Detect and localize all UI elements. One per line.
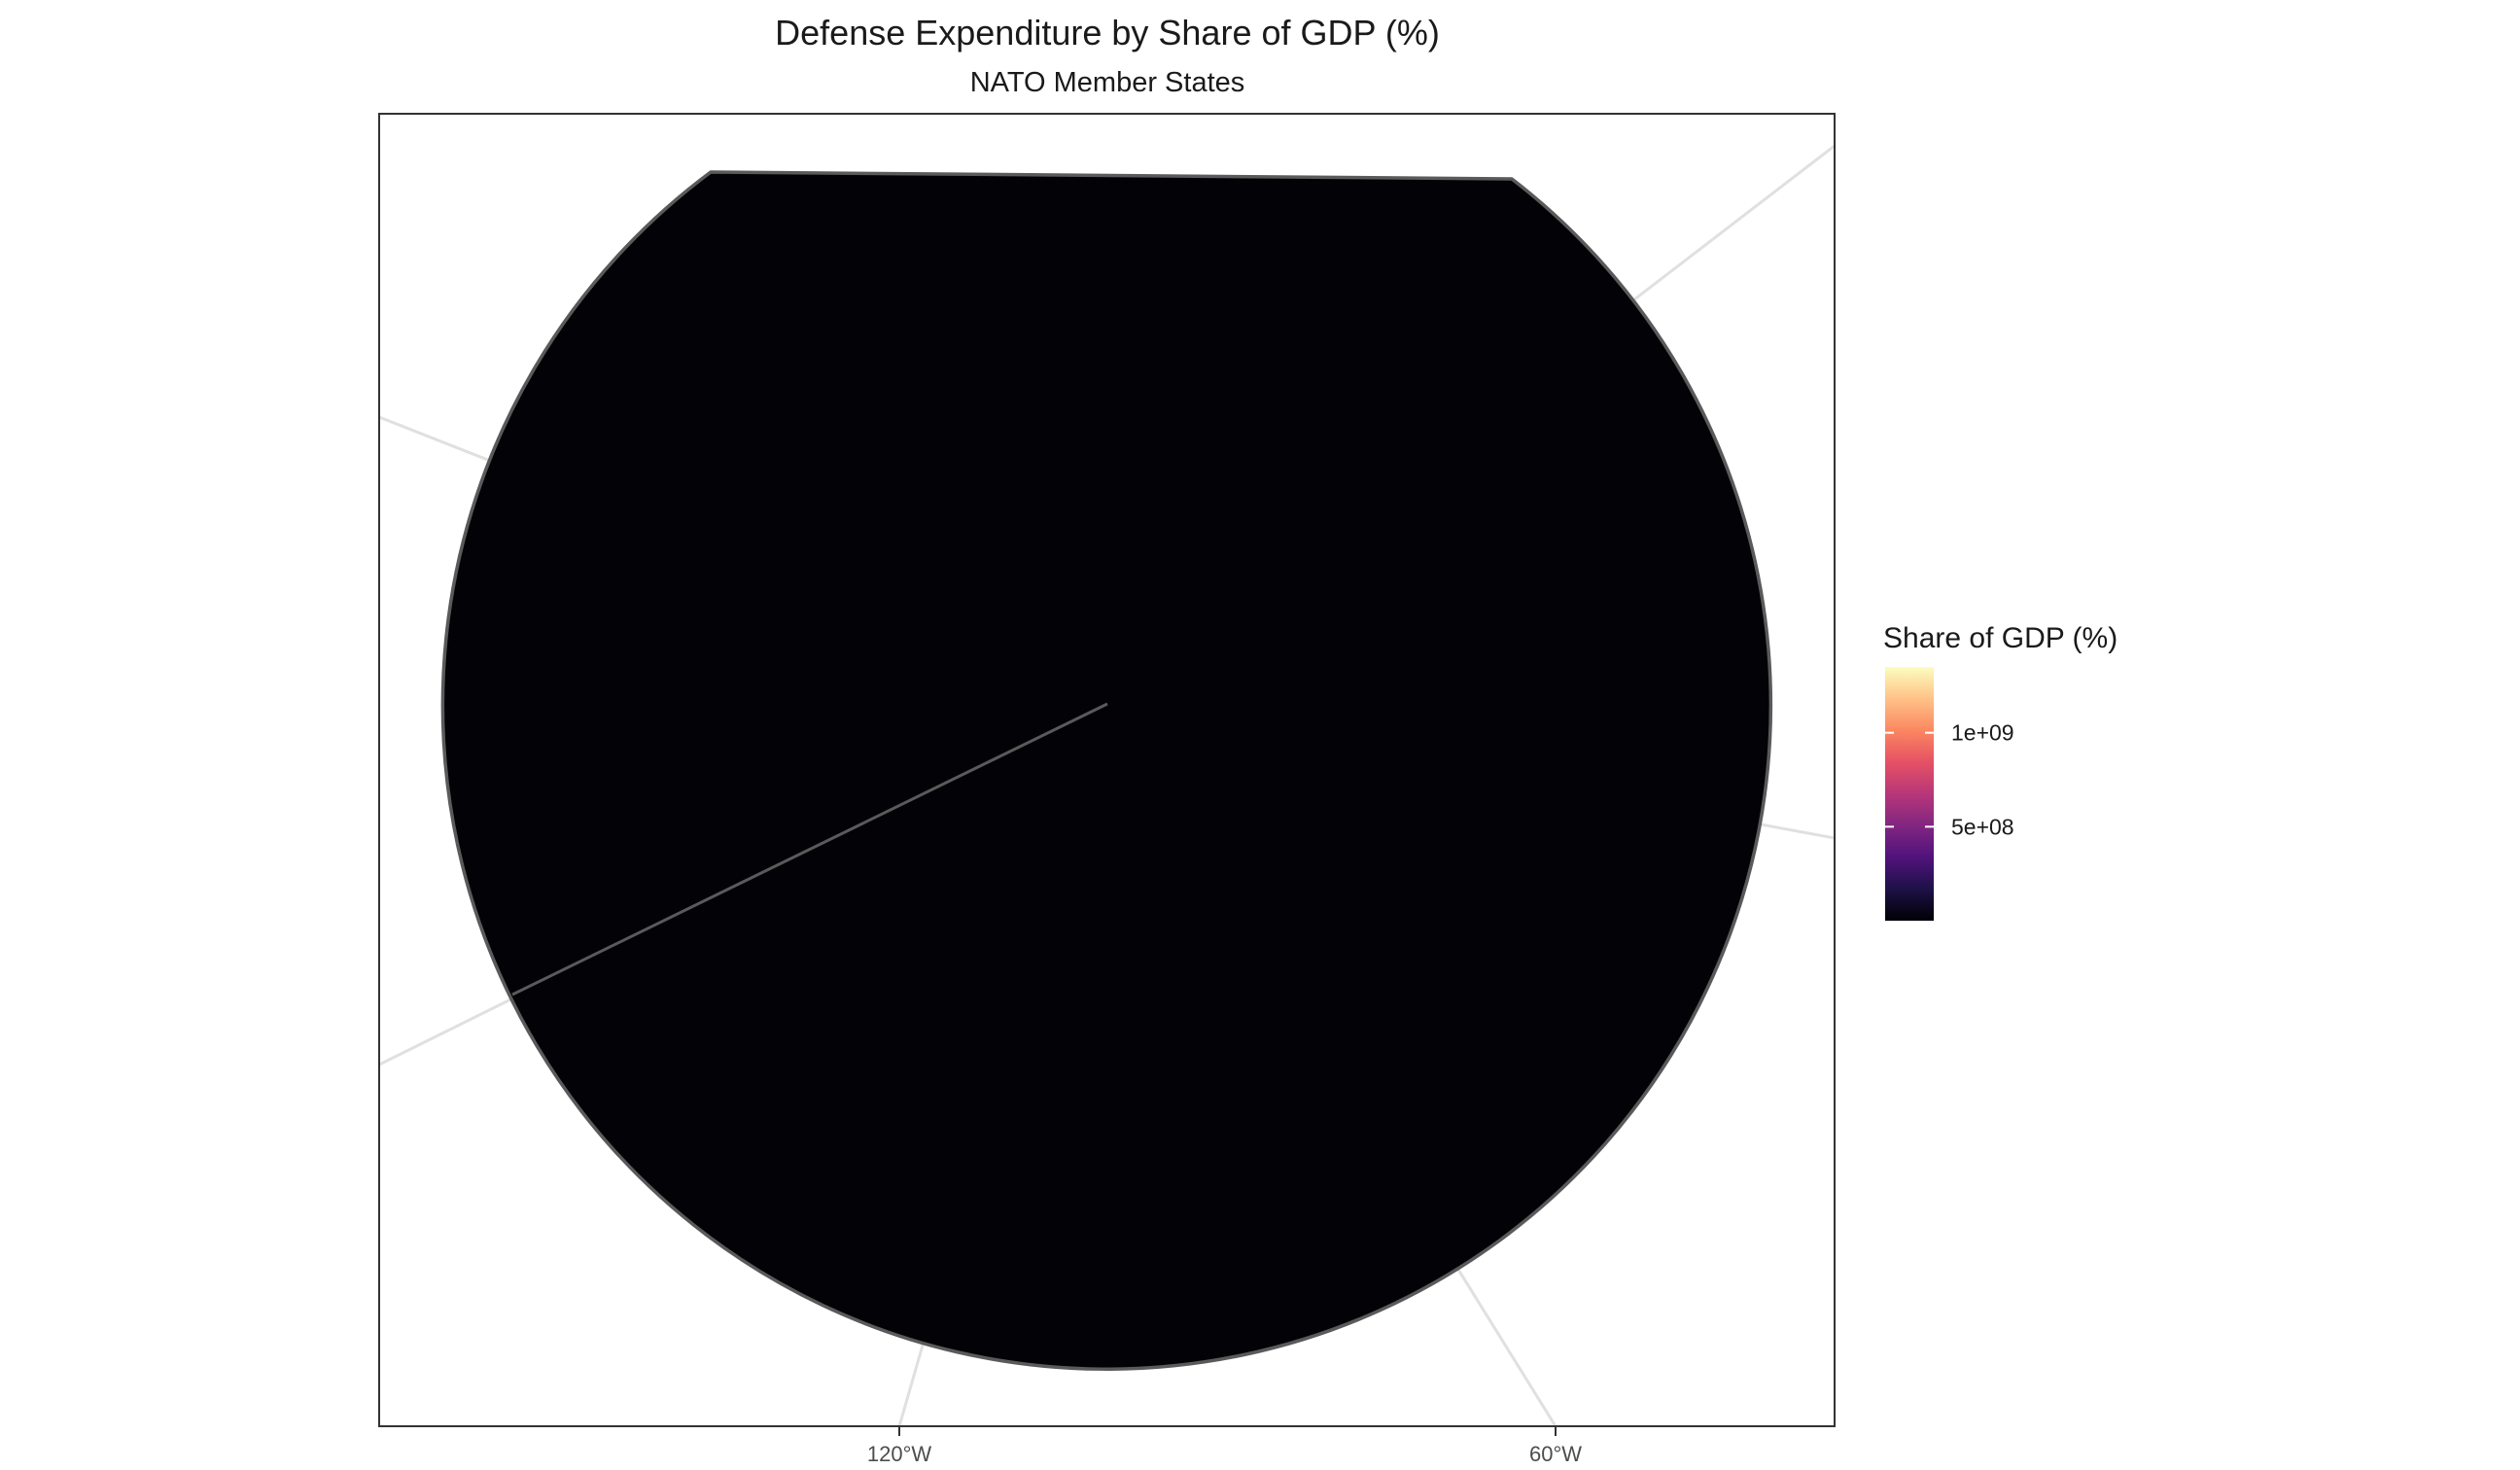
legend-title: Share of GDP (%) [1883, 622, 2118, 654]
region-polygon [440, 170, 1773, 1371]
x-tick-label: 120°W [867, 1442, 932, 1466]
x-axis: 120°W 60°W [867, 1426, 1582, 1466]
legend-ticks: 5e+08 1e+09 [1885, 720, 2014, 839]
legend: Share of GDP (%) 5e+08 1e+09 [1883, 622, 2118, 921]
region-seam-line [511, 702, 1108, 997]
panel-border [378, 113, 1836, 1427]
legend-tick-label: 5e+08 [1951, 814, 2014, 839]
legend-colorbar [1885, 667, 1934, 921]
chart-title: Defense Expenditure by Share of GDP (%) [775, 13, 1440, 52]
x-tick-label: 60°W [1529, 1442, 1582, 1466]
legend-tick-label: 1e+09 [1951, 720, 2014, 746]
map-panel [378, 113, 1836, 1427]
chart-subtitle: NATO Member States [970, 67, 1245, 98]
